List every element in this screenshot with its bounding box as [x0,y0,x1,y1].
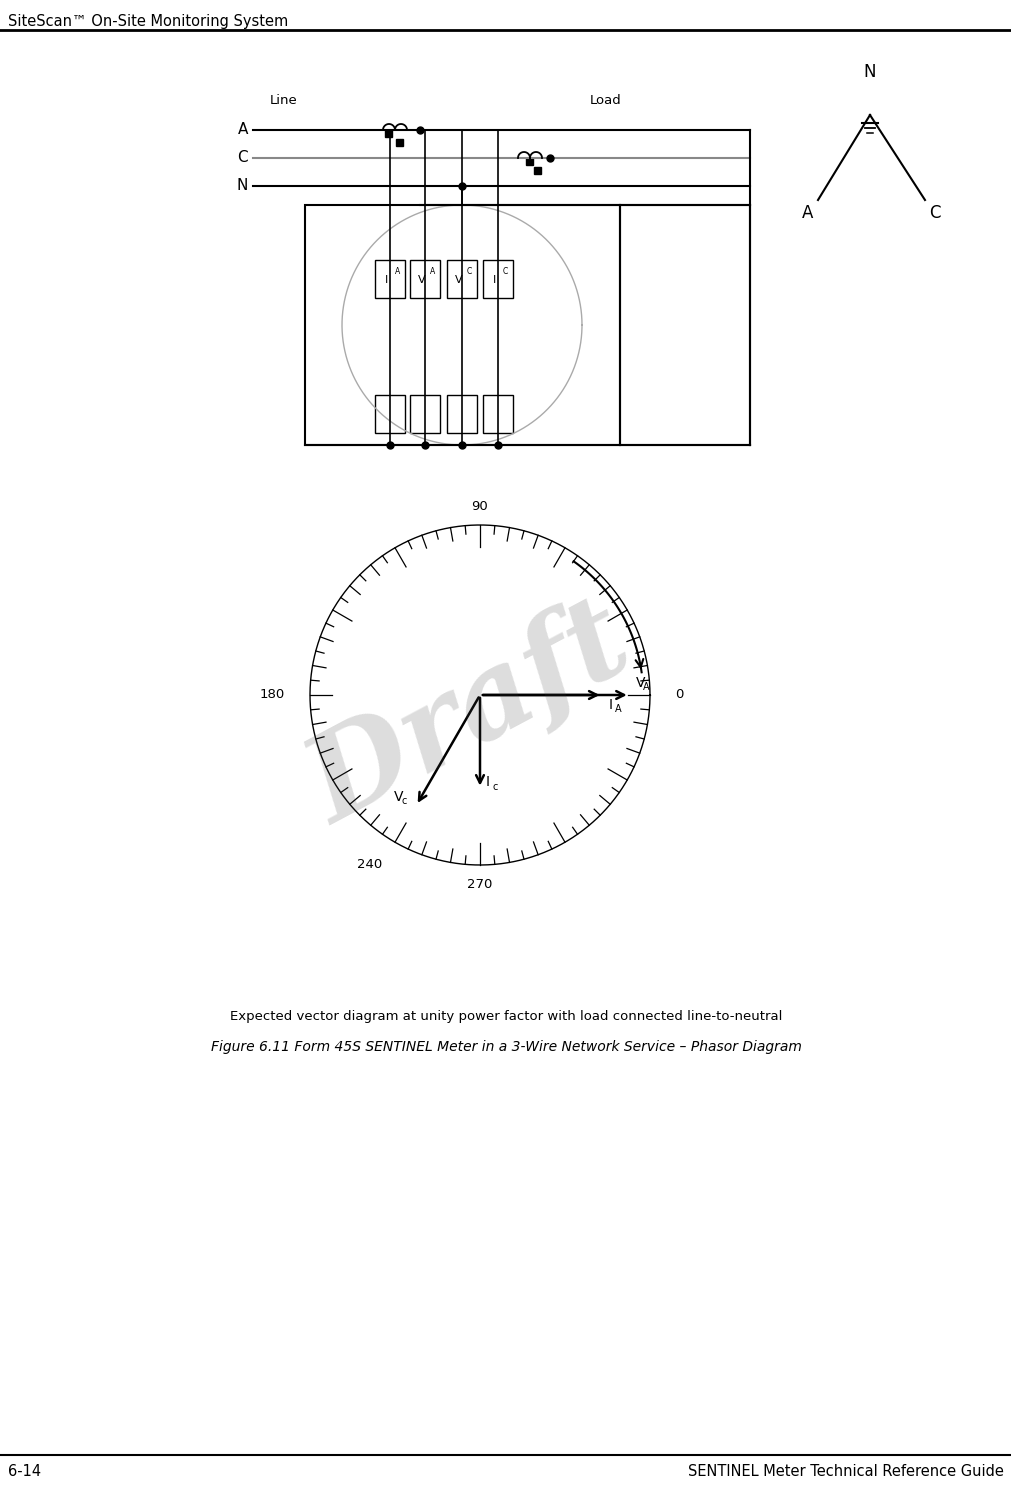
Text: Expected vector diagram at unity power factor with load connected line-to-neutra: Expected vector diagram at unity power f… [229,1010,782,1024]
Text: C: C [238,150,248,165]
Text: 240: 240 [357,858,382,870]
Text: c: c [400,797,406,806]
Bar [526,158,533,165]
Bar [375,395,404,434]
Bar [409,259,440,298]
Text: 0: 0 [674,688,683,702]
Text: I: I [485,775,489,790]
Text: 6-14: 6-14 [8,1465,41,1480]
Text: V: V [418,276,426,285]
Text: N: N [237,179,248,194]
Bar [304,206,620,446]
Bar [384,130,391,137]
Text: V: V [394,790,403,805]
Text: c: c [492,781,497,791]
Text: C: C [466,268,472,277]
Text: 270: 270 [467,878,492,891]
Text: A: A [238,122,248,137]
Text: V: V [455,276,462,285]
Bar [482,395,513,434]
Bar [447,395,476,434]
Text: V: V [635,676,644,690]
Text: N: N [863,63,876,80]
Bar [375,259,404,298]
Text: A: A [802,204,813,222]
Text: SiteScan™ On-Site Monitoring System: SiteScan™ On-Site Monitoring System [8,13,288,28]
Text: A: A [615,703,622,714]
Bar [447,259,476,298]
Text: SENTINEL Meter Technical Reference Guide: SENTINEL Meter Technical Reference Guide [687,1465,1003,1480]
Bar [534,167,541,174]
Text: 180: 180 [259,688,284,702]
Text: A: A [430,268,435,277]
Text: Draft: Draft [290,583,649,846]
Text: Load: Load [589,94,621,106]
Text: C: C [928,204,940,222]
Bar [482,259,513,298]
Text: I: I [493,276,496,285]
Text: Figure 6.11 Form 45S SENTINEL Meter in a 3-Wire Network Service – Phasor Diagram: Figure 6.11 Form 45S SENTINEL Meter in a… [210,1040,801,1053]
Text: A: A [642,682,649,691]
Text: I: I [608,697,612,712]
Bar [395,139,402,146]
Text: C: C [502,268,508,277]
Text: I: I [385,276,388,285]
Text: Line: Line [270,94,297,106]
Text: 90: 90 [471,499,488,513]
Text: A: A [394,268,400,277]
Bar [409,395,440,434]
